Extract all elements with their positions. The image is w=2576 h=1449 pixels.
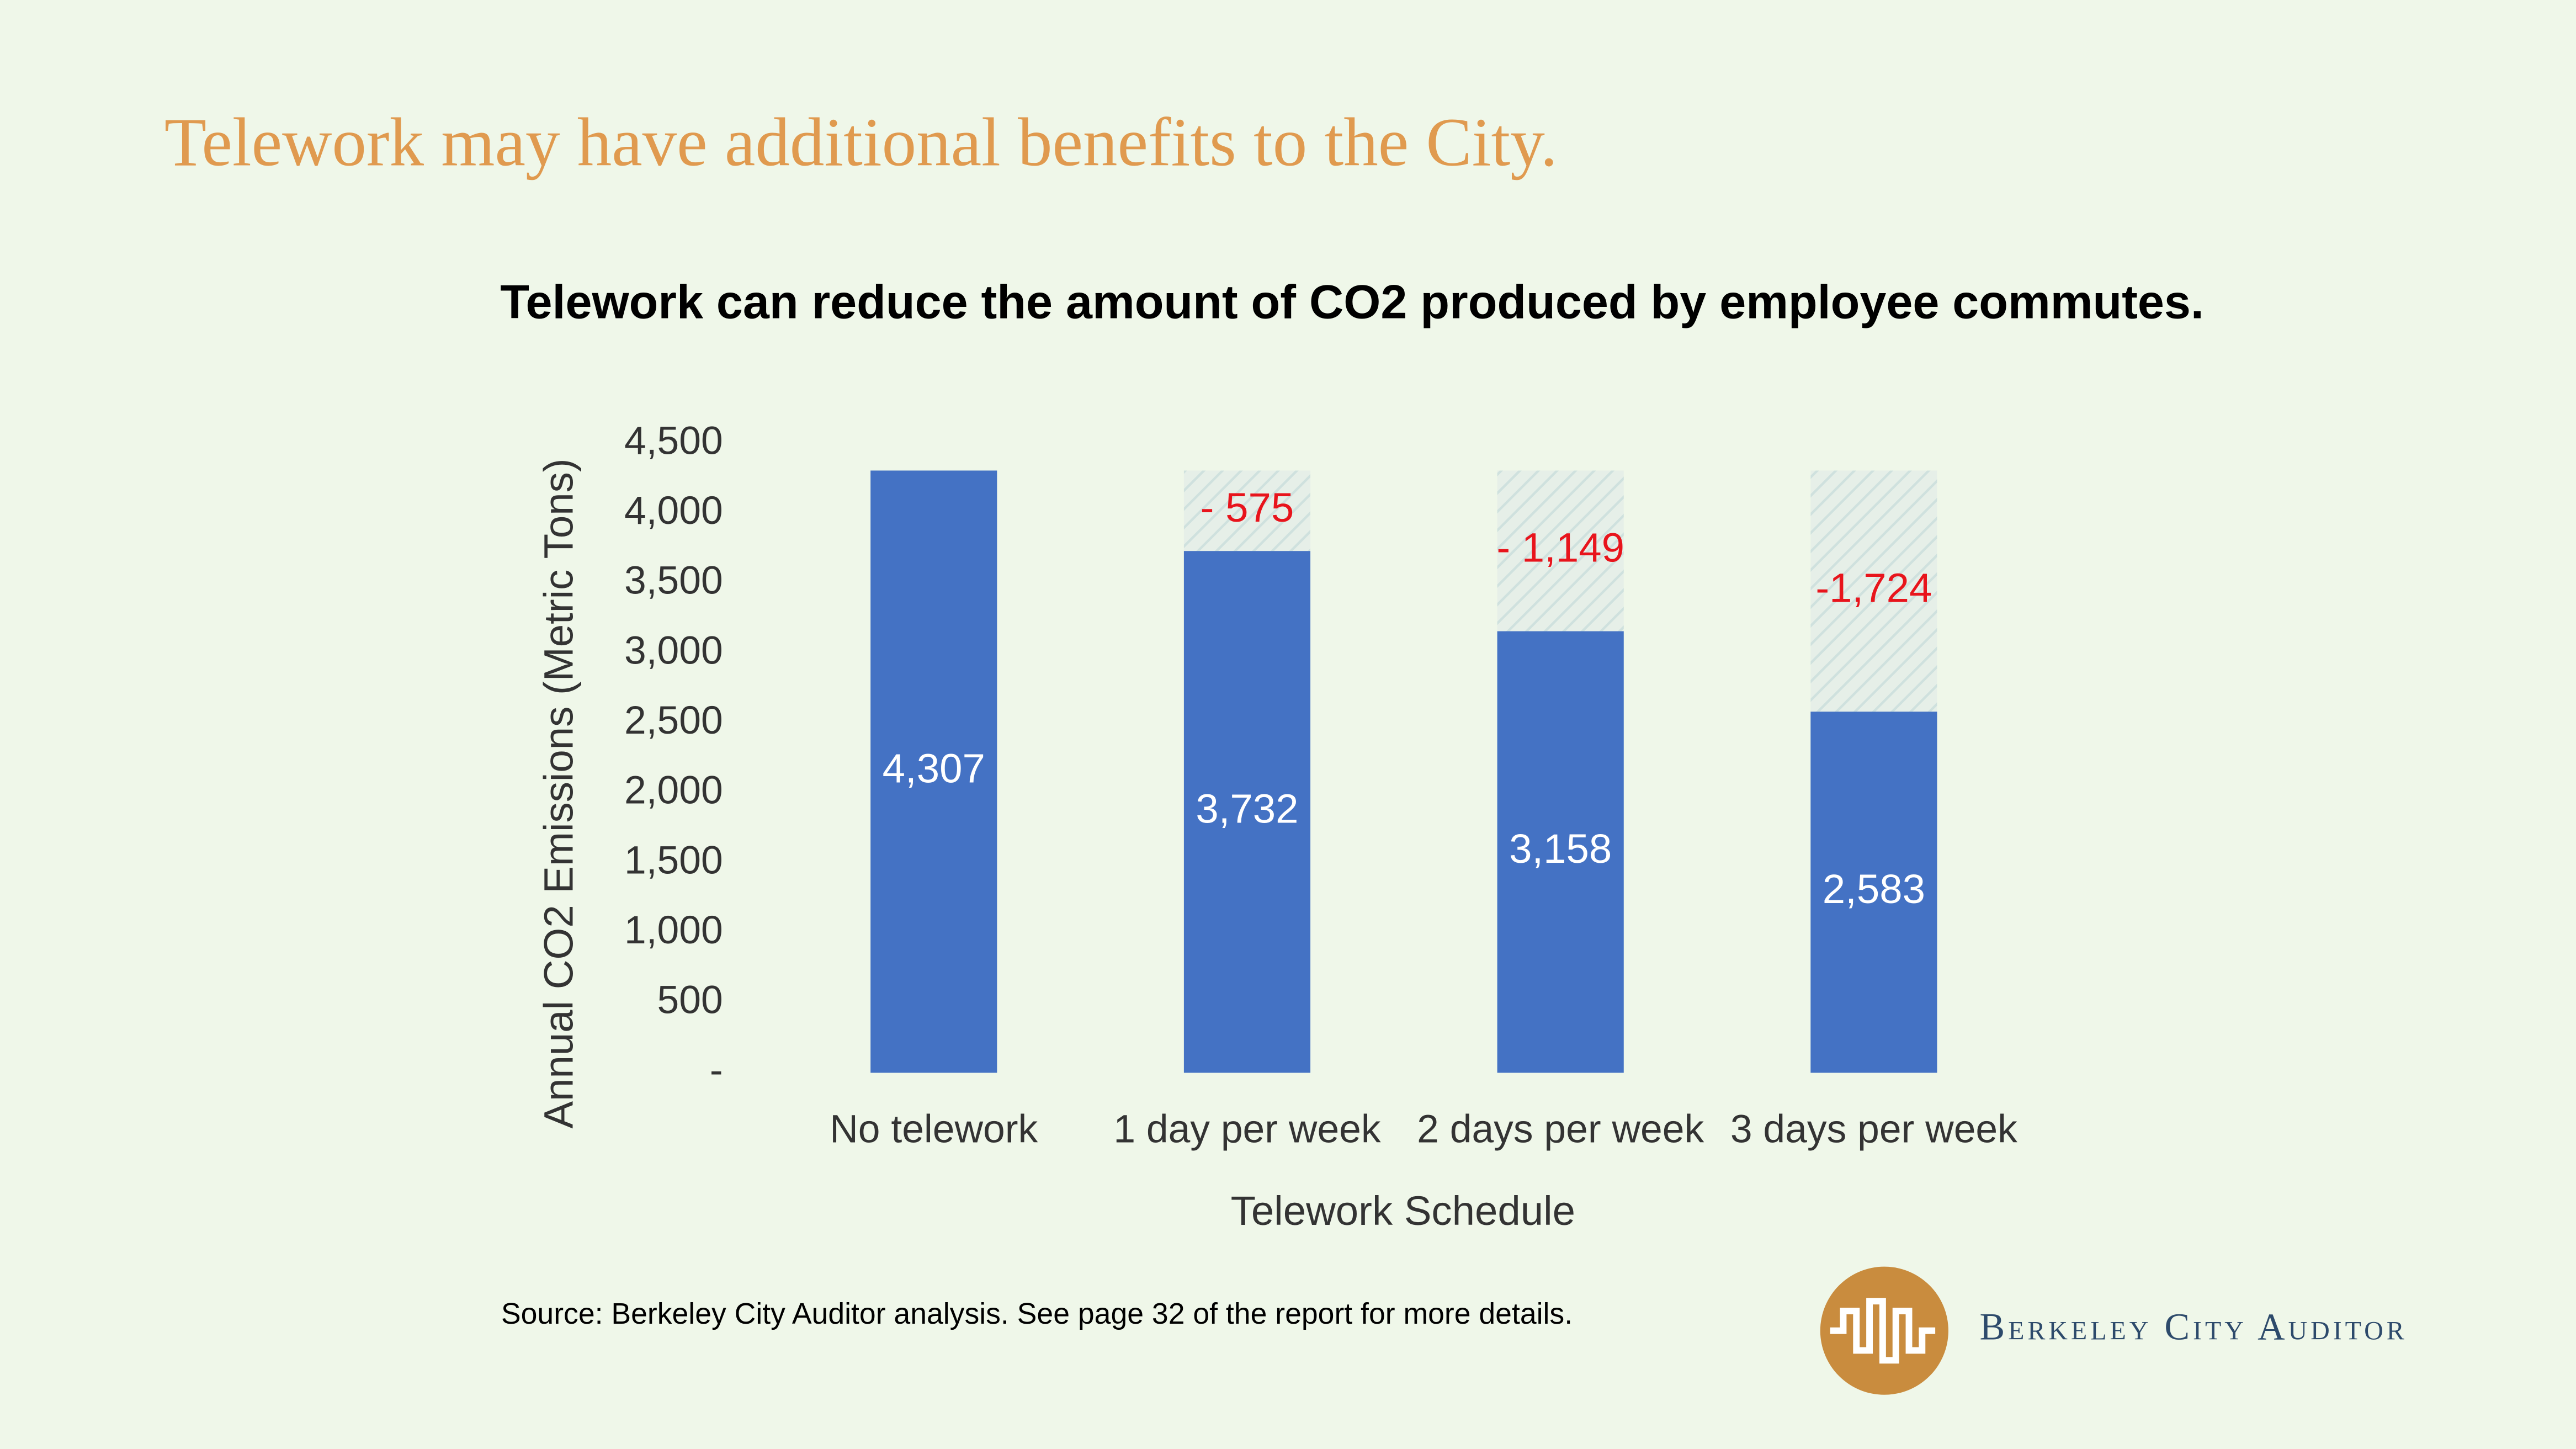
- value-label: - 1,149: [1496, 525, 1624, 571]
- y-tick-label: -: [710, 1048, 723, 1092]
- reduction-bar: [1497, 470, 1624, 631]
- logo: Berkeley City Auditor: [1820, 1266, 2407, 1395]
- y-tick-label: 1,000: [624, 908, 723, 952]
- y-tick-label: 4,000: [624, 489, 723, 533]
- y-tick-label: 2,000: [624, 768, 723, 813]
- source-note: Source: Berkeley City Auditor analysis. …: [501, 1298, 1573, 1330]
- chart-title: Telework can reduce the amount of CO2 pr…: [500, 275, 2204, 328]
- reduction-bar: [1183, 470, 1311, 551]
- value-label: 3,732: [1196, 785, 1298, 831]
- value-label: 2,583: [1823, 866, 1925, 912]
- y-tick-label: 4,500: [624, 418, 723, 463]
- reduction-bar: [1810, 470, 1937, 712]
- x-tick-label: No telework: [830, 1107, 1038, 1151]
- value-label: -1,724: [1815, 565, 1932, 611]
- value-label: 3,158: [1509, 826, 1612, 872]
- x-tick-label: 1 day per week: [1113, 1107, 1381, 1151]
- x-axis-label: Telework Schedule: [1231, 1188, 1575, 1234]
- x-tick-label: 3 days per week: [1730, 1107, 2017, 1151]
- bar: [1183, 551, 1311, 1073]
- bar: [1810, 712, 1937, 1073]
- value-label: 4,307: [883, 746, 985, 792]
- y-tick-label: 3,000: [624, 628, 723, 672]
- y-axis-label: Annual CO2 Emissions (Metric Tons): [536, 458, 582, 1128]
- bar: [870, 470, 997, 1073]
- logo-wave: [1830, 1298, 1936, 1364]
- slide-title: Telework may have additional benefits to…: [164, 105, 1558, 181]
- value-label: - 575: [1201, 485, 1294, 530]
- y-tick-label: 3,500: [624, 559, 723, 603]
- y-tick-label: 2,500: [624, 698, 723, 742]
- logo-text: Berkeley City Auditor: [1979, 1305, 2407, 1347]
- bar: [1497, 631, 1624, 1073]
- x-tick-label: 2 days per week: [1417, 1107, 1704, 1151]
- y-tick-label: 500: [657, 978, 723, 1022]
- y-tick-label: 1,500: [624, 838, 723, 882]
